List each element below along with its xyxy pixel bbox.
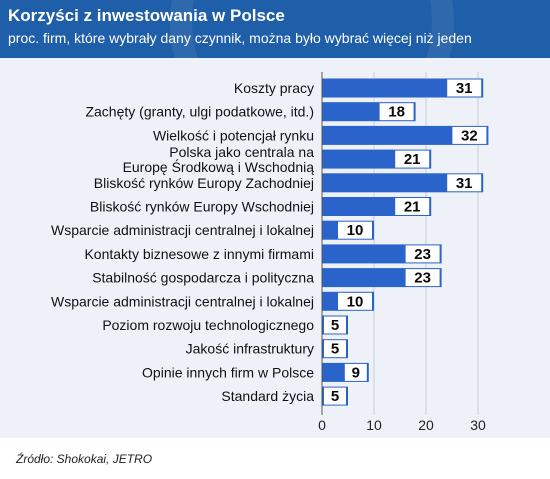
header-decoration	[170, 0, 454, 58]
value-label: 5	[331, 388, 339, 405]
value-label-box	[395, 198, 430, 215]
value-label: 21	[404, 151, 421, 168]
value-label-box	[379, 103, 414, 121]
bar	[322, 173, 484, 193]
category-label: Jakość infrastruktury	[186, 341, 314, 357]
value-label: 5	[331, 317, 339, 334]
value-label: 31	[456, 80, 473, 97]
category-label-line: Polska jako centrala na	[169, 144, 314, 160]
value-label: 31	[456, 175, 473, 192]
value-label-box	[447, 174, 482, 192]
category-label: Kontakty biznesowe z innymi firmami	[84, 246, 314, 262]
bar	[322, 125, 489, 145]
category-label: Standard życia	[221, 388, 314, 404]
value-label-box	[324, 340, 346, 358]
value-label-box	[405, 245, 440, 263]
category-label: Koszty pracy	[234, 80, 314, 96]
x-tick-label: 10	[366, 417, 382, 433]
value-label-box	[405, 269, 440, 287]
value-label-box	[452, 126, 487, 144]
value-label-box	[338, 221, 372, 239]
value-label: 5	[331, 341, 339, 358]
value-label-box	[395, 150, 430, 168]
value-label: 9	[352, 364, 360, 381]
category-label: Wielkość i potencjał rynku	[153, 127, 314, 143]
source-note: Źródło: Shokokai, JETRO	[16, 452, 153, 466]
value-label-box	[344, 363, 367, 381]
category-label: Polska jako centrala na Europę Środkową i…	[123, 144, 315, 175]
bar	[322, 78, 484, 98]
category-label-line: Europę Środkową i Wschodnią	[123, 158, 315, 175]
category-label: Opinie innych firm w Polsce	[142, 364, 314, 380]
category-label: Bliskość rynków Europy Zachodniej	[94, 175, 314, 191]
x-tick-label: 30	[470, 417, 486, 433]
chart-header: Korzyści z inwestowania w Polsce proc. f…	[0, 0, 550, 58]
value-label: 10	[347, 293, 364, 310]
category-label: Zachęty (granty, ulgi podatkowe, itd.)	[85, 104, 314, 120]
value-label: 21	[404, 199, 421, 216]
value-label: 10	[347, 222, 364, 239]
category-label: Bliskość rynków Europy Wschodniej	[90, 199, 314, 215]
value-label-box	[338, 292, 372, 310]
value-label: 32	[461, 127, 478, 144]
category-label: Wsparcie administracji centralnej i loka…	[51, 293, 314, 309]
chart-subtitle: proc. firm, które wybrały dany czynnik, …	[8, 30, 472, 46]
category-label: Stabilność gospodarcza i polityczna	[92, 270, 314, 286]
category-label: Poziom rozwoju technologicznego	[102, 317, 314, 333]
x-tick-label: 0	[318, 417, 326, 433]
chart-title: Korzyści z inwestowania w Polsce	[8, 6, 285, 25]
value-label-box	[447, 79, 482, 97]
plot-background	[0, 58, 550, 438]
category-label: Wsparcie administracji centralnej i loka…	[51, 222, 314, 238]
value-label-box	[324, 316, 346, 334]
value-label: 18	[388, 104, 405, 121]
value-label: 23	[414, 270, 431, 287]
value-label-box	[324, 387, 346, 405]
value-label: 23	[414, 246, 431, 263]
x-tick-label: 20	[418, 417, 434, 433]
